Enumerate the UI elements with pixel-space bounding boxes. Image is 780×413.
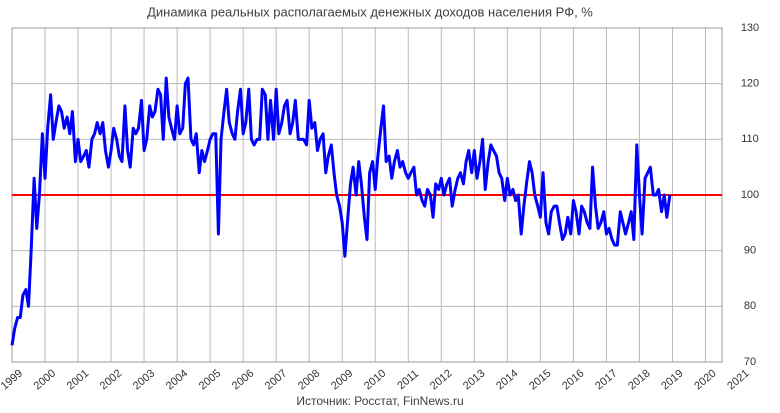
x-tick-label: 2002 bbox=[98, 367, 124, 392]
x-tick-label: 2017 bbox=[593, 367, 619, 392]
x-tick-label: 2010 bbox=[362, 367, 388, 392]
y-tick-label: 130 bbox=[741, 22, 759, 34]
x-tick-label: 2009 bbox=[329, 367, 355, 392]
source: Источник: Росстат, FinNews.ru bbox=[296, 394, 463, 408]
y-tick-label: 90 bbox=[744, 245, 756, 257]
y-tick-label: 100 bbox=[741, 189, 759, 201]
y-tick-label: 70 bbox=[744, 356, 756, 368]
y-tick-label: 110 bbox=[741, 133, 759, 145]
x-tick-label: 2019 bbox=[659, 367, 685, 392]
data-line bbox=[10, 76, 672, 346]
x-tick-label: 2004 bbox=[164, 367, 190, 392]
y-tick-label: 120 bbox=[741, 78, 759, 90]
x-tick-label: 2012 bbox=[428, 367, 454, 392]
x-tick-label: 2000 bbox=[32, 367, 58, 392]
x-tick-label: 2018 bbox=[626, 367, 652, 392]
x-tick-label: 2014 bbox=[494, 367, 520, 392]
chart-title: Динамика реальных располагаемых денежных… bbox=[147, 4, 593, 19]
x-tick-label: 2020 bbox=[692, 367, 718, 392]
x-tick-label: 2015 bbox=[527, 367, 553, 392]
x-tick-label: 2021 bbox=[725, 367, 751, 392]
x-tick-label: 2011 bbox=[395, 368, 421, 392]
x-tick-label: 2013 bbox=[461, 367, 487, 392]
x-tick-label: 2016 bbox=[560, 367, 586, 392]
x-tick-label: 2001 bbox=[65, 367, 91, 392]
y-tick-label: 80 bbox=[744, 300, 756, 312]
x-tick-label: 2008 bbox=[296, 367, 322, 392]
x-tick-label: 2005 bbox=[197, 367, 223, 392]
x-tick-label: 1999 bbox=[0, 367, 25, 392]
x-tick-label: 2006 bbox=[230, 367, 256, 392]
x-tick-label: 2003 bbox=[131, 367, 157, 392]
x-tick-label: 2007 bbox=[263, 367, 289, 392]
